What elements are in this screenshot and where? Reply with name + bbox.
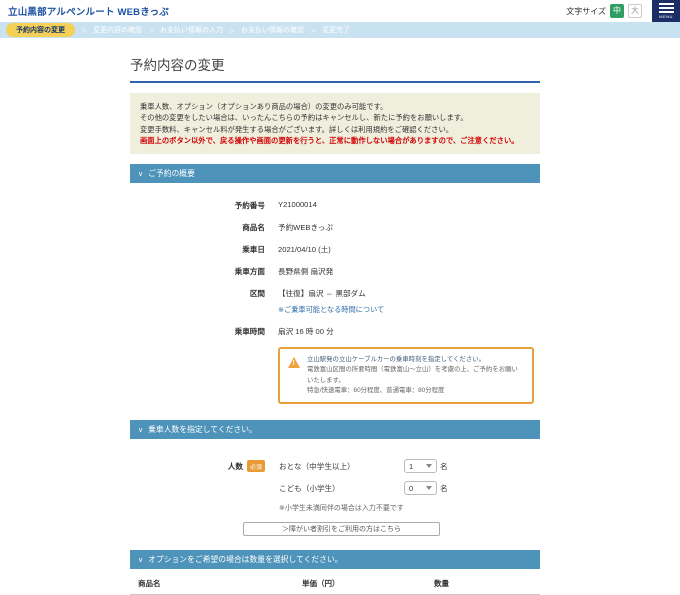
step-separator-icon: ＞ <box>310 28 317 35</box>
summary-row: 乗車方面 長野県側 扇沢発 <box>130 266 540 277</box>
child-count-select[interactable]: 0 <box>404 481 437 496</box>
notice-warning-line: 画面上のボタン以外で、戻る操作や画面の更新を行うと、正常に動作しない場合がありま… <box>140 135 519 145</box>
column-header-price: 単価（円） <box>302 579 340 589</box>
preschooler-note: ※小学生未満同伴の場合は入力不要です <box>279 505 404 513</box>
step-separator-icon: ＞ <box>229 28 236 35</box>
summary-row: 乗車日 2021/04/10 (土) <box>130 244 540 255</box>
page-title: 予約内容の変更 <box>130 52 540 83</box>
font-size-large-button[interactable]: 大 <box>628 4 642 18</box>
topbar-controls: 文字サイズ 中 大 MENU <box>566 0 680 22</box>
child-count-row: こども（小学生） 0 名 <box>130 481 540 496</box>
step-complete: 変更完了 <box>322 27 351 34</box>
notice-box: 乗車人数、オプション（オプションあり商品の場合）の変更のみ可能です。 その他の変… <box>130 93 540 155</box>
font-size-label: 文字サイズ <box>566 6 606 16</box>
section-header-passengers[interactable]: ∨ 乗車人数を指定してください。 <box>130 420 540 440</box>
unit-label: 名 <box>440 461 448 471</box>
top-bar: 立山黒部アルペンルート WEBきっぷ 文字サイズ 中 大 MENU <box>0 0 680 22</box>
chevron-down-icon: ∨ <box>138 426 144 434</box>
options-table-header: 商品名 単価（円） 数量 <box>130 571 540 595</box>
route-section: 【往復】扇沢 ⇔ 黒部ダム <box>278 289 366 299</box>
main-content: 予約内容の変更 乗車人数、オプション（オプションあり商品の場合）の変更のみ可能で… <box>130 52 540 595</box>
step-payment-input: お支払い情報の入力 <box>160 27 224 34</box>
step-confirm-changes: 変更内容の確認 <box>93 27 143 34</box>
boarding-date: 2021/04/10 (土) <box>278 245 331 255</box>
summary-label: 乗車方面 <box>234 267 265 277</box>
font-size-medium-button[interactable]: 中 <box>610 4 624 18</box>
summary-row: 予約番号 Y21000014 <box>130 200 540 211</box>
warning-line: 特急/快速電車：60分程度、普通電車：80分程度 <box>307 386 445 394</box>
chevron-down-icon <box>426 486 432 491</box>
step-payment-confirm: お支払い情報の確認 <box>241 27 305 34</box>
passenger-count-form: 人数 必須 おとな（中学生以上） 1 名 こども（小学生） 0 名 ※小学生未満… <box>130 439 540 540</box>
warning-text: 立山駅発の立山ケーブルカーの乗車時刻を指定してください。 電鉄富山区間の所要時間… <box>307 355 524 396</box>
cablecar-warning-box: ! 立山駅発の立山ケーブルカーの乗車時刻を指定してください。 電鉄富山区間の所要… <box>278 347 534 405</box>
boarding-direction: 長野県側 扇沢発 <box>278 267 334 277</box>
notice-line: その他の変更をしたい場合は、いったんこちらの予約はキャンセルし、新たに予約をお願… <box>140 113 468 123</box>
boarding-time-info-link[interactable]: ※ご乗車可能となる時間について <box>278 305 385 315</box>
section-header-label: オプションをご希望の場合は数量を選択してください。 <box>148 555 343 565</box>
site-logo[interactable]: 立山黒部アルペンルート WEBきっぷ <box>8 7 169 18</box>
summary-row: 区間 【往復】扇沢 ⇔ 黒部ダム <box>130 288 540 299</box>
chevron-down-icon: ∨ <box>138 170 144 178</box>
section-header-options[interactable]: ∨ オプションをご希望の場合は数量を選択してください。 <box>130 550 540 570</box>
options-table: 商品名 単価（円） 数量 ミールクーポン ? 1,000 0 扇沢駐車場券 ? … <box>130 571 540 595</box>
boarding-time: 扇沢 16 時 00 分 <box>278 327 334 337</box>
notice-line: 乗車人数、オプション（オプションあり商品の場合）の変更のみ可能です。 <box>140 102 388 111</box>
child-label: こども（小学生） <box>279 483 340 493</box>
warning-line: 立山駅発の立山ケーブルカーの乗車時刻を指定してください。 <box>307 356 485 364</box>
warning-icon: ! <box>288 357 300 369</box>
reservation-summary: 予約番号 Y21000014 商品名 予約WEBきっぷ 乗車日 2021/04/… <box>130 183 540 410</box>
summary-label: 区間 <box>249 289 265 299</box>
summary-label: 乗車時間 <box>234 327 265 337</box>
adult-label: おとな（中学生以上） <box>279 461 355 471</box>
summary-row: 乗車時間 扇沢 16 時 00 分 <box>130 326 540 337</box>
hamburger-icon <box>658 3 674 13</box>
summary-label: 予約番号 <box>234 201 265 211</box>
summary-row: 商品名 予約WEBきっぷ <box>130 222 540 233</box>
disability-discount-button[interactable]: ＞障がい者割引をご利用の方はこちら <box>243 522 440 537</box>
unit-label: 名 <box>440 483 448 493</box>
adult-count-select[interactable]: 1 <box>404 459 437 474</box>
menu-button-label: MENU <box>659 14 673 19</box>
reservation-number: Y21000014 <box>278 200 317 210</box>
product-name: 予約WEBきっぷ <box>278 223 333 233</box>
progress-stepper: 予約内容の変更 ＞ 変更内容の確認 ＞ お支払い情報の入力 ＞ お支払い情報の確… <box>0 22 680 38</box>
adult-count-row: 人数 必須 おとな（中学生以上） 1 名 <box>130 459 540 474</box>
column-header-name: 商品名 <box>138 579 161 589</box>
step-change-reservation: 予約内容の変更 <box>6 23 75 37</box>
passenger-count-label: 人数 <box>227 461 243 471</box>
section-header-label: 乗車人数を指定してください。 <box>148 425 257 435</box>
section-header-label: ご予約の概要 <box>148 169 195 179</box>
adult-count-value: 1 <box>409 461 414 471</box>
menu-button[interactable]: MENU <box>652 0 680 22</box>
notice-line: 変更手数料、キャンセル料が発生する場合がございます。詳しくは利用規約をご確認くだ… <box>140 124 454 134</box>
passenger-label-cell: 人数 必須 <box>130 460 265 473</box>
section-header-reservation-summary[interactable]: ∨ ご予約の概要 <box>130 164 540 184</box>
step-separator-icon: ＞ <box>148 28 155 35</box>
step-separator-icon: ＞ <box>81 28 88 35</box>
child-count-value: 0 <box>409 483 414 493</box>
column-header-qty: 数量 <box>434 579 449 589</box>
chevron-down-icon <box>426 464 432 469</box>
warning-line: 電鉄富山区間の所要時間（電鉄富山～立山）を考慮の上、ご予約をお願いいたします。 <box>307 366 518 384</box>
chevron-down-icon: ∨ <box>138 556 144 564</box>
required-badge: 必須 <box>246 460 265 473</box>
summary-label: 商品名 <box>242 223 265 233</box>
summary-label: 乗車日 <box>242 245 265 255</box>
